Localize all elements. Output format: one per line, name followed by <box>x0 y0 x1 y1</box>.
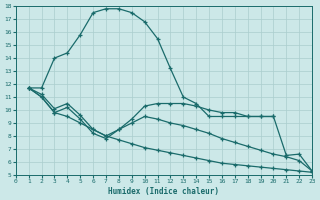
X-axis label: Humidex (Indice chaleur): Humidex (Indice chaleur) <box>108 187 220 196</box>
